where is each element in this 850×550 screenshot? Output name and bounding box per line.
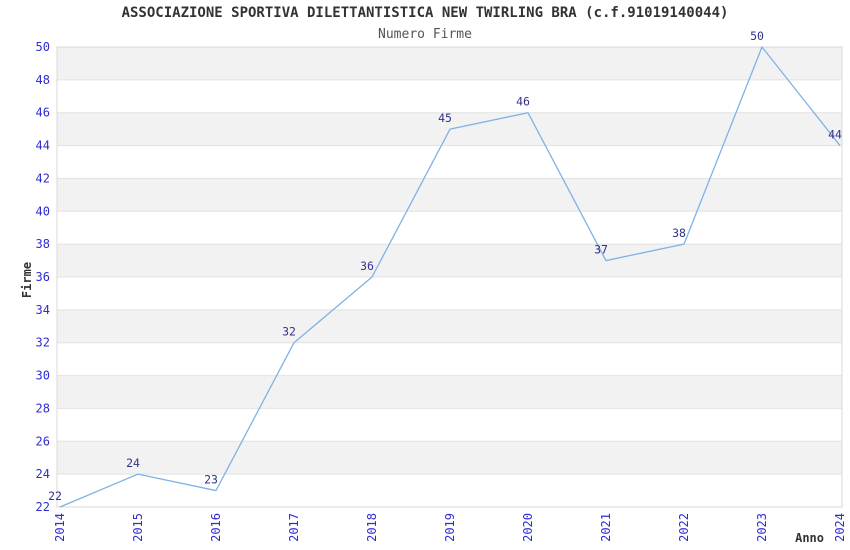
- background-band: [57, 47, 842, 80]
- y-axis-title: Firme: [20, 262, 34, 298]
- x-tick-label: 2019: [443, 513, 457, 542]
- y-tick-label: 40: [36, 204, 50, 218]
- value-label: 24: [126, 456, 140, 470]
- y-tick-label: 24: [36, 467, 50, 481]
- x-tick-label: 2020: [521, 513, 535, 542]
- x-tick-label: 2018: [365, 513, 379, 542]
- x-axis-title: Anno: [795, 531, 824, 545]
- y-tick-label: 38: [36, 237, 50, 251]
- y-tick-label: 46: [36, 106, 50, 120]
- y-tick-label: 48: [36, 73, 50, 87]
- background-band: [57, 441, 842, 475]
- x-tick-label: 2023: [755, 513, 769, 542]
- value-label: 36: [360, 259, 374, 273]
- x-tick-label: 2015: [131, 513, 145, 542]
- chart-subtitle: Numero Firme: [378, 27, 472, 42]
- y-tick-label: 42: [36, 171, 50, 185]
- y-tick-label: 34: [36, 303, 50, 317]
- x-tick-label: 2017: [287, 513, 301, 542]
- x-tick-label: 2021: [599, 513, 613, 542]
- x-tick-label: 2014: [53, 513, 67, 542]
- value-label: 45: [438, 111, 452, 125]
- background-band: [57, 178, 842, 212]
- background-band: [57, 244, 842, 277]
- y-tick-label: 22: [36, 500, 50, 514]
- series-line: [59, 46, 841, 508]
- value-label: 50: [750, 29, 764, 43]
- y-tick-label: 36: [36, 270, 50, 284]
- value-label: 46: [516, 95, 530, 109]
- background-band: [57, 375, 842, 409]
- y-tick-label: 44: [36, 139, 50, 153]
- y-tick-label: 26: [36, 434, 50, 448]
- x-tick-label: 2016: [209, 513, 223, 542]
- value-label: 22: [48, 489, 62, 503]
- value-label: 23: [204, 473, 218, 487]
- value-label: 37: [594, 243, 608, 257]
- y-tick-label: 32: [36, 336, 50, 350]
- background-band: [57, 309, 842, 343]
- x-tick-label: 2024: [833, 513, 847, 542]
- value-label: 32: [282, 325, 296, 339]
- y-tick-label: 50: [36, 40, 50, 54]
- x-tick-label: 2022: [677, 513, 691, 542]
- y-tick-label: 28: [36, 401, 50, 415]
- y-tick-label: 30: [36, 369, 50, 383]
- plot-border: [56, 46, 843, 508]
- value-label: 38: [672, 226, 686, 240]
- value-label: 44: [828, 128, 842, 142]
- chart-title: ASSOCIAZIONE SPORTIVA DILETTANTISTICA NE…: [121, 5, 729, 21]
